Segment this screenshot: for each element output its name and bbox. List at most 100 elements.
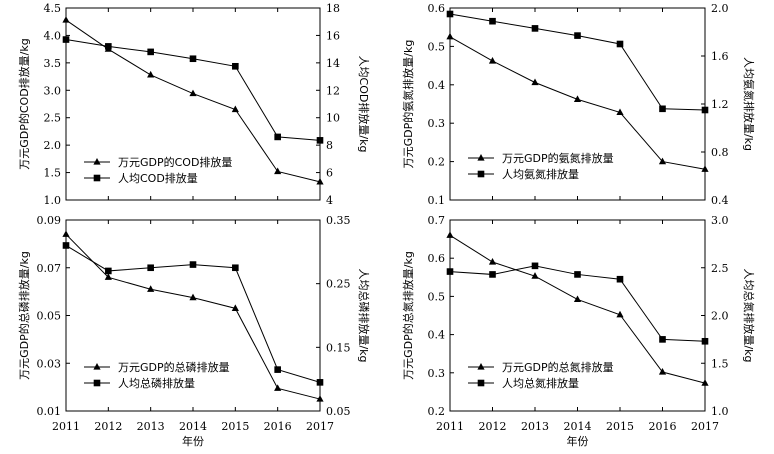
data-point — [274, 167, 282, 175]
legend-marker — [93, 379, 101, 387]
data-point — [488, 258, 497, 265]
x-tick-label: 2013 — [521, 420, 549, 433]
y-tick-label-left: 0.5 — [428, 40, 446, 53]
data-point — [616, 108, 624, 116]
y-tick-label-right: 18 — [326, 2, 340, 15]
data-point — [274, 366, 281, 373]
y-tick-label-left: 0.1 — [428, 194, 446, 207]
y-tick-label-left: 3.5 — [44, 57, 62, 70]
x-tick-label: 2014 — [564, 420, 592, 433]
data-point — [616, 40, 624, 48]
y-tick-label-right: 6 — [326, 167, 333, 180]
legend-label: 万元GDP的总磷排放量 — [118, 360, 230, 374]
data-point — [274, 133, 281, 141]
data-point — [105, 267, 112, 275]
data-point — [189, 55, 197, 63]
y-tick-label-right: 4 — [326, 194, 333, 207]
x-tick-label: 2017 — [691, 420, 719, 433]
data-point — [531, 272, 539, 279]
data-point — [316, 137, 324, 144]
y-tick-label-right: 2.0 — [711, 2, 729, 15]
chart-panel-3: 0.01 0.03 0.05 0.07 0.09 0.05 0.15 0.25 0.35 万元GD… — [17, 214, 371, 418]
legend-label: 万元GDP的总氮排放量 — [502, 360, 614, 374]
data-point — [189, 89, 197, 97]
data-point — [489, 17, 496, 25]
data-point — [231, 304, 239, 311]
data-point — [62, 230, 70, 237]
y-tick-label-right: 1.2 — [711, 98, 729, 111]
y-tick-label-left: 0.2 — [428, 405, 446, 418]
y-tick-label-left: 0.4 — [428, 329, 446, 342]
data-point — [574, 32, 581, 39]
series-line-1 — [449, 36, 706, 170]
data-point — [701, 379, 709, 386]
y-axis-title-right: 人均总氮排放量/kg — [742, 268, 756, 362]
data-point — [659, 336, 666, 343]
data-point — [489, 271, 496, 278]
y-tick-label-left: 2.5 — [44, 112, 62, 125]
data-point — [531, 78, 539, 86]
legend-label: 万元GDP的氨氮排放量 — [502, 151, 614, 165]
y-tick-label-right: 0.25 — [326, 278, 351, 291]
data-point — [701, 106, 709, 114]
x-tick-label: 2011 — [52, 420, 80, 433]
data-point — [316, 395, 324, 402]
y-axis-title-right: 人均氨氮排放量/kg — [742, 57, 756, 151]
x-tick-label: 2016 — [649, 420, 677, 433]
y-axis-title-left: 万元GDP的氨氮排放量/kg — [401, 40, 415, 169]
chart-panel-4: 0.2 0.3 0.4 0.5 0.6 0.7 1.0 1.5 2.0 2.5 3.0 万元GDP的总… — [401, 214, 756, 418]
data-point — [104, 273, 112, 280]
data-point — [189, 261, 197, 268]
data-point — [147, 48, 154, 56]
x-tick-label: 2015 — [221, 420, 249, 433]
data-point — [531, 25, 539, 32]
y-tick-label-right: 3.0 — [711, 214, 729, 227]
data-point — [616, 275, 624, 283]
y-tick-label-left: 0.3 — [428, 117, 446, 130]
legend-marker — [477, 363, 485, 370]
y-tick-label-left: 0.6 — [428, 252, 446, 265]
x-tick-label: 2015 — [606, 420, 634, 433]
data-point — [147, 264, 154, 272]
chart-panel-1: 1.0 1.5 2.0 2.5 3.0 3.5 4.0 4.5 4 6 8 10 12 14 16 18 万元G… — [17, 2, 371, 207]
data-point — [446, 231, 454, 238]
y-tick-label-right: 10 — [326, 112, 340, 125]
x-tick-label: 2012 — [479, 420, 507, 433]
data-point — [147, 70, 155, 78]
y-axis-title-right: 人均总磷排放量/kg — [357, 268, 371, 362]
data-point — [701, 165, 709, 172]
x-tick-label: 2017 — [306, 420, 334, 433]
x-tick-label: 2013 — [137, 420, 165, 433]
data-point — [446, 32, 454, 40]
y-tick-label-right: 16 — [326, 29, 340, 42]
data-point — [531, 262, 539, 270]
y-tick-label-right: 8 — [326, 139, 333, 152]
y-tick-label-left: 0.09 — [37, 214, 62, 227]
y-tick-label-right: 2.5 — [711, 262, 729, 275]
y-tick-label-left: 3.0 — [44, 84, 62, 97]
y-tick-label-left: 0.4 — [428, 79, 446, 92]
y-tick-label-left: 0.05 — [37, 310, 62, 323]
x-tick-label: 2016 — [264, 420, 292, 433]
y-tick-label-right: 0.35 — [326, 214, 351, 227]
data-point — [232, 264, 239, 272]
legend-label: 人均氨氮排放量 — [502, 167, 579, 181]
y-tick-label-right: 0.8 — [711, 146, 729, 159]
data-point — [701, 337, 709, 345]
y-axis-title-right: 人均COD排放量/kg — [357, 56, 371, 153]
y-tick-label-left: 0.2 — [428, 156, 446, 169]
legend-label: 人均总磷排放量 — [118, 376, 195, 390]
y-tick-label-right: 12 — [326, 84, 340, 97]
y-axis-title-left: 万元GDP的总氮排放量/kg — [401, 251, 415, 380]
legend-label: 人均COD排放量 — [118, 171, 198, 185]
y-tick-label-right: 0.15 — [326, 341, 351, 354]
x-axis-title: 年份 — [567, 434, 589, 448]
y-tick-label-right: 14 — [326, 57, 340, 70]
data-point — [616, 310, 624, 318]
y-tick-label-right: 2.0 — [711, 310, 729, 323]
data-point — [105, 43, 112, 50]
data-point — [232, 62, 239, 70]
legend-marker — [477, 170, 485, 178]
y-tick-label-left: 1.0 — [44, 194, 62, 207]
